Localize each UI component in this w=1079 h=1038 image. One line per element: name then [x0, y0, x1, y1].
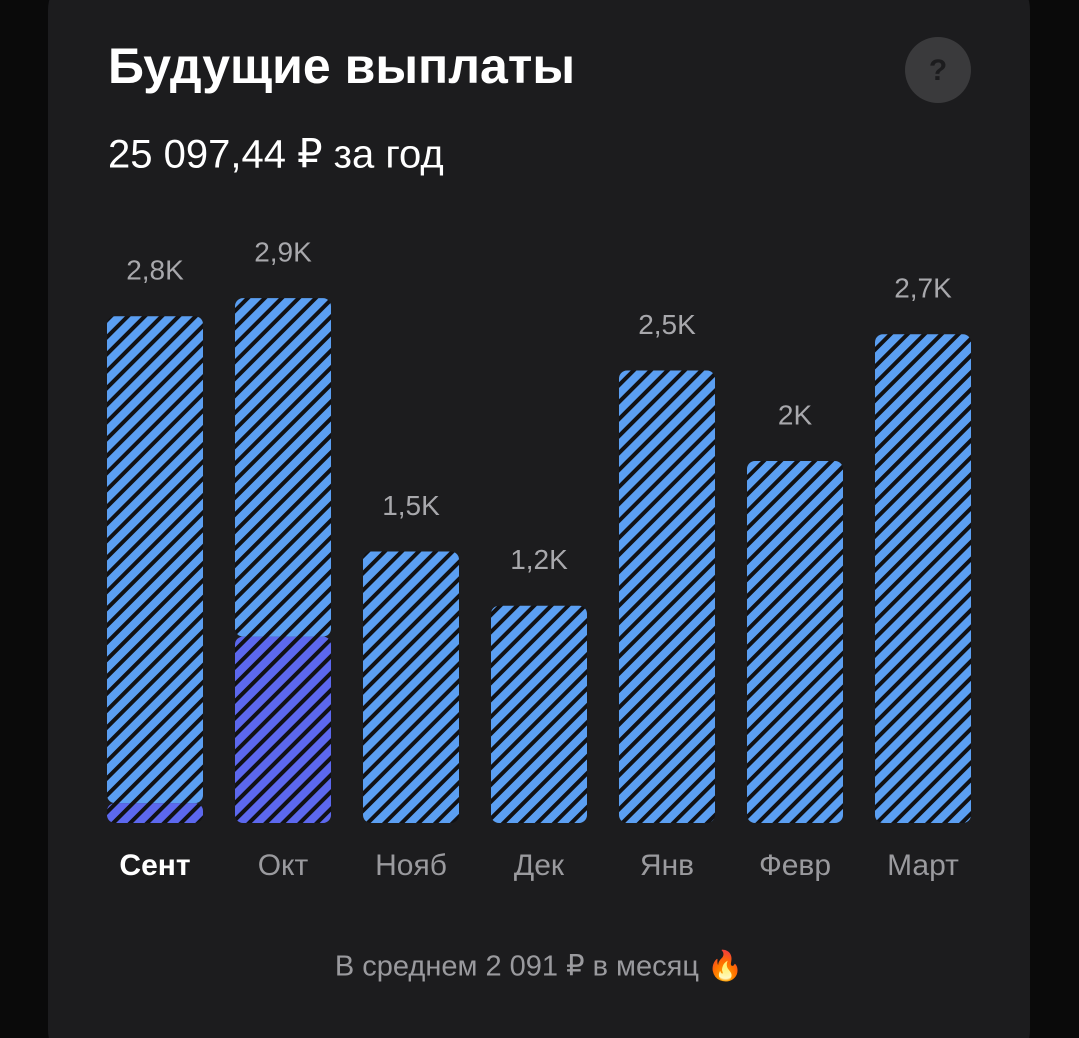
x-tick-label: Нояб	[375, 849, 447, 882]
value-label: 2,7K	[894, 273, 952, 304]
bar-segment	[235, 298, 331, 637]
title: Будущие выплаты	[108, 38, 575, 94]
help-button[interactable]	[905, 37, 971, 103]
bar-segment	[619, 370, 715, 823]
x-tick-label: Февр	[759, 849, 831, 882]
x-tick-label: Сент	[119, 849, 190, 882]
x-tick-label: Окт	[258, 849, 309, 882]
value-label: 2,5K	[638, 309, 696, 340]
bar-segment	[107, 803, 203, 823]
x-tick-label: Янв	[640, 849, 694, 882]
footer: В среднем 2 091 ₽ в месяц 🔥	[335, 949, 743, 983]
value-label: 2,8K	[126, 255, 184, 286]
value-label: 2K	[778, 399, 813, 430]
x-tick-label: Дек	[514, 849, 565, 882]
bar-segment	[747, 461, 843, 823]
value-label: 1,2K	[510, 544, 568, 575]
bar-segment	[107, 316, 203, 804]
bar-segment	[491, 605, 587, 823]
help-icon[interactable]: ?	[929, 54, 947, 87]
value-label: 1,5K	[382, 490, 440, 521]
subtitle: 25 097,44 ₽ за год	[108, 133, 444, 177]
bar-segment	[235, 636, 331, 823]
x-tick-label: Март	[887, 849, 959, 882]
bar-segment	[875, 334, 971, 823]
value-label: 2,9K	[254, 236, 312, 267]
bar-segment	[363, 551, 459, 823]
